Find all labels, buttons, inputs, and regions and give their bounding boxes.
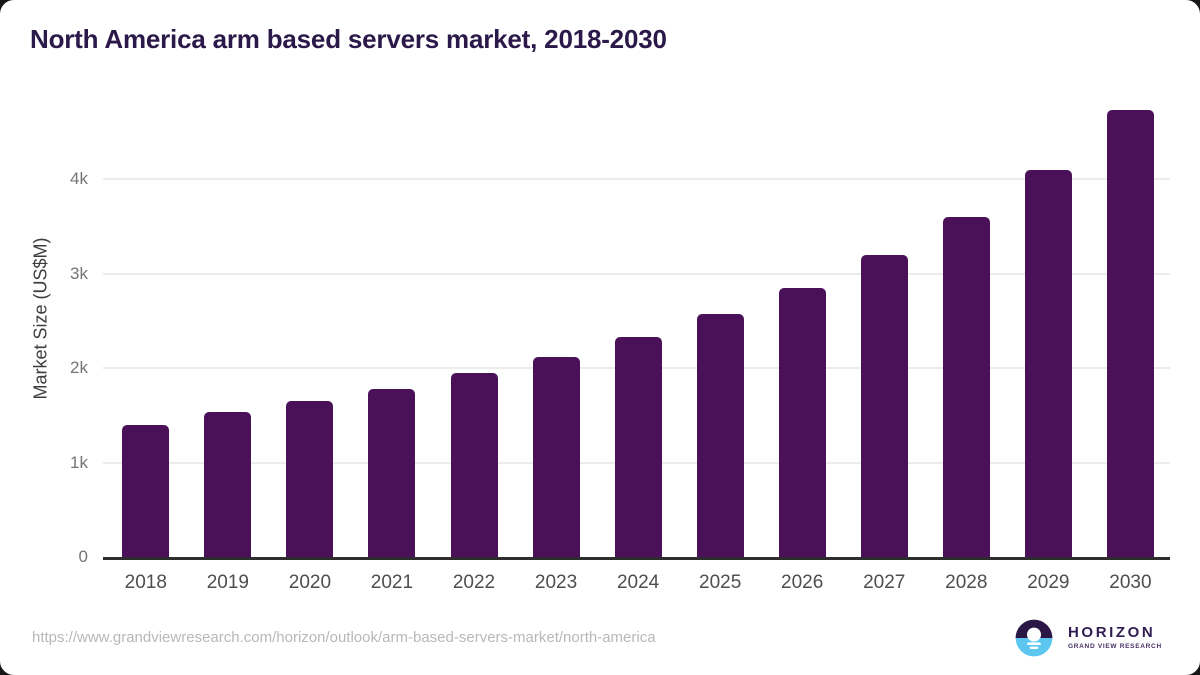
y-tick-4k: 4k (70, 169, 88, 188)
logo-brand: HORIZON (1068, 624, 1156, 641)
y-axis-title: Market Size (US$M) (30, 237, 51, 400)
bar-2028[interactable] (942, 216, 990, 557)
x-label-2028: 2028 (945, 572, 988, 593)
plot-area (103, 100, 1170, 557)
x-label-2025: 2025 (699, 572, 742, 593)
y-tick-3k: 3k (70, 263, 88, 283)
source-url: https://www.grandviewresearch.com/horizo… (32, 629, 656, 646)
x-label-2029: 2029 (1027, 572, 1070, 593)
bar-2024[interactable] (614, 336, 662, 557)
x-label-2024: 2024 (616, 572, 660, 593)
bar-2023[interactable] (532, 356, 580, 557)
horizon-logo-icon (1015, 619, 1053, 657)
x-label-2026: 2026 (781, 572, 824, 593)
logo-tagline: GRAND VIEW RESEARCH (1068, 643, 1162, 650)
x-label-2020: 2020 (288, 572, 332, 593)
logo-text: HORIZON GRAND VIEW RESEARCH (1068, 625, 1162, 651)
bar-2019[interactable] (204, 412, 252, 557)
logo-reflection-line-1 (1027, 642, 1041, 645)
chart-title: North America arm based servers market, … (30, 24, 667, 54)
bar-2027[interactable] (860, 254, 908, 557)
bar-2030[interactable] (1106, 110, 1154, 557)
y-tick-1k: 1k (70, 452, 88, 472)
bar-2018[interactable] (122, 424, 170, 557)
x-label-2022: 2022 (452, 572, 496, 593)
logo-reflection-line-2 (1029, 646, 1039, 649)
gridline-3k (103, 272, 1170, 275)
bar-2021[interactable] (368, 388, 416, 557)
y-tick-0: 0 (78, 547, 88, 566)
x-label-2030: 2030 (1109, 572, 1152, 593)
bar-2029[interactable] (1024, 169, 1072, 557)
bar-2022[interactable] (450, 372, 498, 557)
logo-sun-icon (1027, 627, 1041, 642)
x-label-2023: 2023 (534, 572, 578, 593)
bar-2020[interactable] (286, 401, 334, 557)
gridline-4k (103, 178, 1170, 180)
x-label-2018: 2018 (124, 572, 167, 593)
y-tick-2k: 2k (70, 358, 88, 377)
x-label-2021: 2021 (370, 572, 414, 593)
bar-2025[interactable] (696, 314, 744, 557)
bar-2026[interactable] (778, 287, 826, 557)
x-label-2027: 2027 (863, 572, 906, 593)
x-label-2019: 2019 (206, 572, 249, 593)
horizon-logo[interactable]: HORIZON GRAND VIEW RESEARCH (1014, 618, 1162, 658)
x-axis-line (103, 557, 1170, 560)
